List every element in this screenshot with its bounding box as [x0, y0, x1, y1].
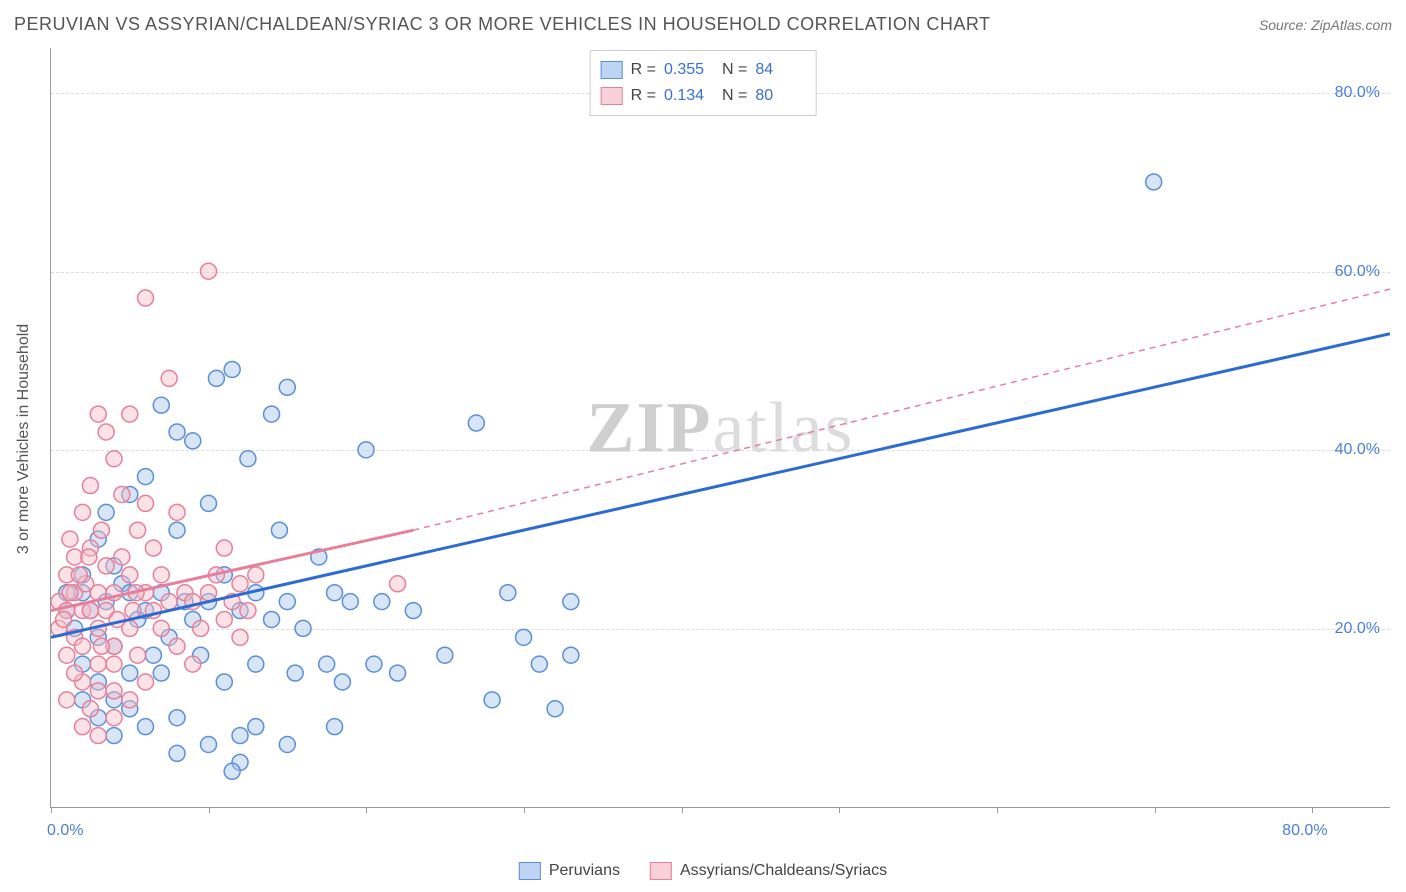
x-tick-mark: [209, 807, 210, 813]
x-tick-label: 0.0%: [47, 822, 83, 840]
x-tick-mark: [366, 807, 367, 813]
x-tick-label: 80.0%: [1282, 822, 1327, 840]
y-axis-title: 3 or more Vehicles in Household: [15, 324, 33, 554]
x-tick-mark: [997, 807, 998, 813]
swatch-pink-icon: [650, 862, 672, 880]
r-value-pink: 0.134: [664, 83, 714, 109]
n-value-blue: 84: [755, 57, 805, 83]
r-value-blue: 0.355: [664, 57, 714, 83]
swatch-pink-icon: [601, 87, 623, 105]
legend-label-blue: Peruvians: [549, 862, 620, 880]
x-tick-mark: [839, 807, 840, 813]
chart-svg: [51, 48, 1390, 807]
legend-stats: R = 0.355 N = 84 R = 0.134 N = 80: [590, 50, 817, 116]
legend-stats-row-pink: R = 0.134 N = 80: [601, 83, 806, 109]
swatch-blue-icon: [519, 862, 541, 880]
n-value-pink: 80: [755, 83, 805, 109]
legend-stats-row-blue: R = 0.355 N = 84: [601, 57, 806, 83]
legend-item-blue: Peruvians: [519, 862, 620, 880]
x-tick-mark: [1155, 807, 1156, 813]
source-credit: Source: ZipAtlas.com: [1259, 17, 1392, 33]
x-tick-mark: [1312, 807, 1313, 813]
x-tick-mark: [682, 807, 683, 813]
x-tick-mark: [51, 807, 52, 813]
plot-area: ZIPatlas 20.0%40.0%60.0%80.0%0.0%80.0%: [50, 48, 1390, 808]
legend-series: Peruvians Assyrians/Chaldeans/Syriacs: [519, 862, 887, 880]
swatch-blue-icon: [601, 61, 623, 79]
x-tick-mark: [524, 807, 525, 813]
legend-item-pink: Assyrians/Chaldeans/Syriacs: [650, 862, 887, 880]
legend-label-pink: Assyrians/Chaldeans/Syriacs: [680, 862, 887, 880]
chart-title: PERUVIAN VS ASSYRIAN/CHALDEAN/SYRIAC 3 O…: [14, 14, 991, 35]
